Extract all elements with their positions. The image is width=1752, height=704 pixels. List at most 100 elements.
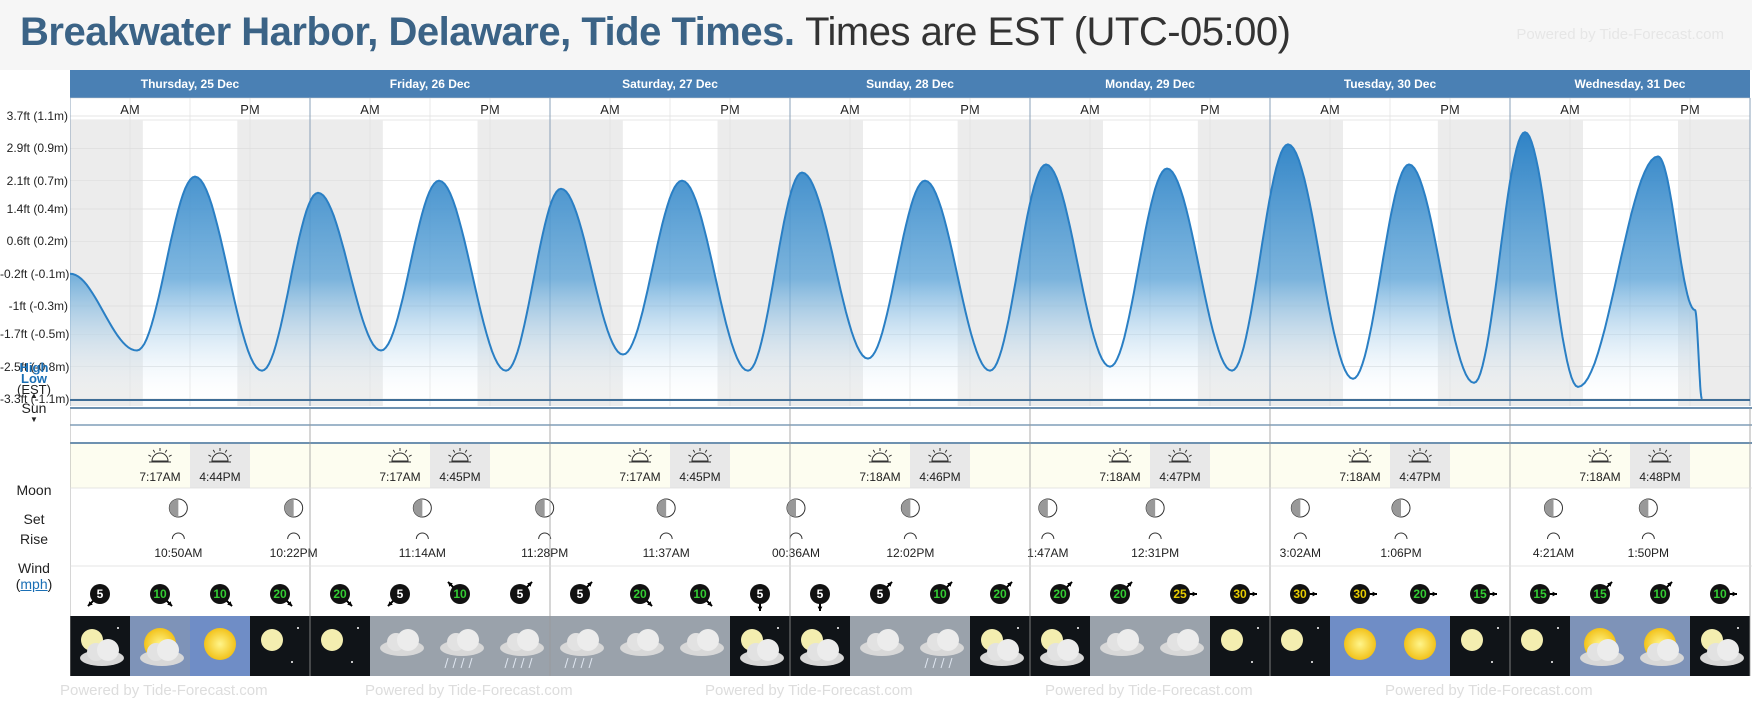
wind-speed: 20 [1413,587,1427,601]
weather-partly-cloudy-night-icon [1030,616,1090,676]
wind-indicator: 20 [1050,581,1073,604]
wind-indicator: 5 [87,584,110,607]
moon-phase-icon [1391,498,1411,518]
moonset-time: 12:02PM [886,546,934,560]
powered-by-footer-3: Powered by Tide-Forecast.com [705,682,913,699]
wind-speed: 10 [213,587,227,601]
moonset-time: 1:50PM [1628,546,1669,560]
weather-clear-night-icon [1510,616,1570,676]
day-label: Saturday, 27 Dec [622,77,718,91]
moon-set-rise-icon [1041,532,1055,540]
weather-partly-cloudy-night-icon [70,616,130,676]
weather-clear-night-icon [1450,616,1510,676]
moonset-time: 11:37AM [643,546,690,560]
tide-label: High Low (EST) [0,361,68,397]
moon-set-rise-icon [659,532,673,540]
day-label: Wednesday, 31 Dec [1575,77,1686,91]
moonset-time: 1:06PM [1380,546,1421,560]
moon-phase-icon [284,498,304,518]
sunset-cell [1390,444,1450,488]
y-tick-label: -0.2ft (-0.1m) [0,266,70,281]
wind-speed: 20 [1113,587,1127,601]
sunset-time: 4:45PM [439,470,480,484]
wind-speed: 5 [877,587,884,601]
tide-low-label: Low [21,371,47,386]
wind-indicator: 5 [510,581,533,604]
moonset-time: 12:31PM [1131,546,1179,560]
wind-speed: 30 [1233,587,1247,601]
moonrise-time: 4:21AM [1533,546,1574,560]
day-label: Friday, 26 Dec [390,77,471,91]
day-header-bar [1510,70,1750,98]
day-label: Sunday, 28 Dec [866,77,954,91]
moonrise-time: 11:28PM [521,546,568,560]
sun-label: Sun [21,400,47,416]
title-location: Breakwater Harbor, Delaware, Tide Times. [20,10,795,54]
y-tick-label: -2.5ft (-0.8m) [0,359,70,374]
moon-set-rise-icon [1394,532,1408,540]
moon-phase-icon [412,498,432,518]
wind-indicator: 30 [1350,584,1377,604]
day-label: Tuesday, 30 Dec [1344,77,1437,91]
wind-speed: 5 [817,587,824,601]
sunset-time: 4:48PM [1639,470,1680,484]
wind-speed: 5 [757,587,764,601]
sunrise-icon [148,448,172,463]
wind-indicator: 20 [990,581,1013,604]
sunset-time: 4:47PM [1399,470,1440,484]
tide-line [69,131,1703,400]
wind-indicator: 5 [570,581,593,604]
wind-speed: 5 [97,587,104,601]
sun-down-arrow-icon: ▼ [30,415,38,424]
wind-speed: 20 [633,587,647,601]
tide-tz-label: (EST) [17,382,51,397]
powered-by-footer-1: Powered by Tide-Forecast.com [60,682,268,699]
row-label-sidebar: 3.7ft (1.1m) 2.9ft (0.9m) 2.1ft (0.7m) 1.4f… [0,70,70,690]
wind-indicator: 20 [330,584,353,607]
sunset-icon [1648,448,1672,463]
sunset-time: 4:45PM [679,470,720,484]
wind-indicator: 5 [387,584,410,607]
wind-unit-link[interactable]: mph [20,576,48,592]
day-header-bar [1270,70,1510,98]
y-tick-label: 3.7ft (1.1m) [6,109,68,123]
wind-speed: 20 [993,587,1007,601]
moon-phase-icon [168,498,188,518]
wind-indicator: 10 [210,584,233,607]
wind-indicator: 10 [1710,584,1737,604]
sunrise-time: 7:17AM [379,470,420,484]
powered-by-footer-2: Powered by Tide-Forecast.com [365,682,573,699]
wind-speed: 30 [1293,587,1307,601]
moonset-time: 11:14AM [399,546,446,560]
wind-speed: 20 [333,587,347,601]
moon-phase-icon [1544,498,1563,518]
weather-partly-cloudy-night-icon [790,616,850,676]
y-tick-label: -1ft (-0.3m) [8,299,68,313]
wind-speed: 10 [933,587,947,601]
sunset-time: 4:47PM [1159,470,1200,484]
sunset-cell [1630,444,1690,488]
moon-phase-icon [1290,498,1310,518]
sunset-icon [448,448,472,463]
sunrise-icon [1348,448,1372,463]
weather-clear-night-icon [250,616,310,676]
y-tick-label: -3.3ft (-1.1m) [0,392,70,406]
moon-set-rise-icon [1293,532,1307,540]
wind-speed: 20 [273,587,287,601]
wind-indicator: 15 [1590,581,1613,604]
day-header-bar [550,70,790,98]
wind-indicator: 15 [1470,584,1497,604]
y-tick-label: -1.7ft (-0.5m) [0,327,70,342]
weather-rain-icon [490,616,550,676]
sunrise-icon [1588,448,1612,463]
wind-speed: 20 [1053,587,1067,601]
sunrise-icon [388,448,412,463]
moon-set-rise-icon [1641,532,1655,540]
moon-set-rise-icon [903,532,917,540]
weather-cloudy-icon [1090,616,1150,676]
wind-indicator: 20 [1410,584,1437,604]
moonrise-time: 1:47AM [1027,546,1068,560]
wind-speed: 10 [153,587,167,601]
page-header: Breakwater Harbor, Delaware, Tide Times.… [0,0,1752,70]
moon-set-rise-icon [789,532,803,540]
